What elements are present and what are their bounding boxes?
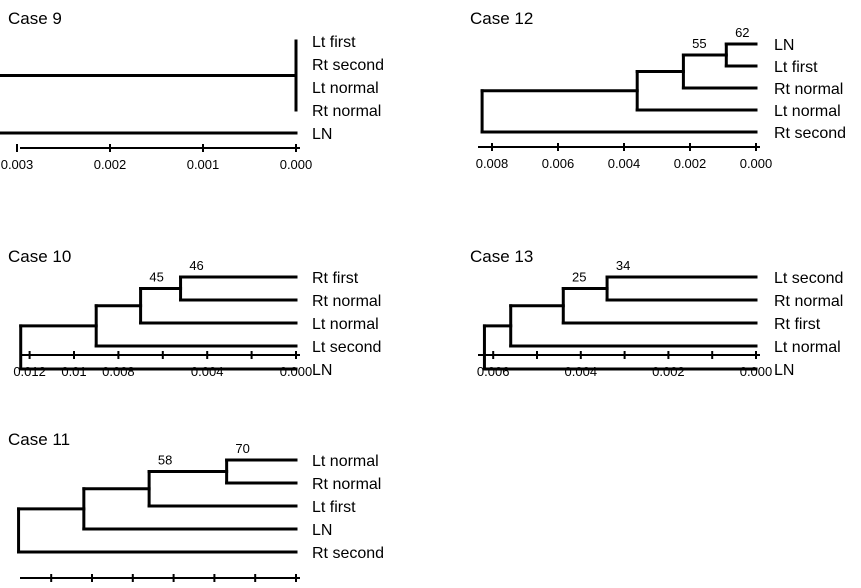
tick-label: 0.000 [740, 156, 773, 171]
leaf-label: Lt normal [774, 339, 841, 356]
panel-title: Case 10 [8, 247, 71, 266]
bootstrap-value: 58 [158, 453, 172, 468]
leaf-label: LN [774, 362, 794, 379]
leaf-label: Rt first [312, 270, 359, 287]
leaf-label: Rt normal [312, 293, 381, 310]
tick-label: 0.000 [280, 157, 313, 172]
leaf-label: LN [774, 37, 794, 54]
tick-label: 0.01 [61, 364, 86, 379]
bootstrap-value: 70 [235, 441, 249, 456]
leaf-label: Lt first [312, 499, 356, 516]
tick-label: 0.000 [280, 364, 313, 379]
tick-label: 0.002 [674, 156, 707, 171]
leaf-label: Rt second [312, 57, 384, 74]
panel-title: Case 9 [8, 9, 62, 28]
bootstrap-value: 62 [735, 25, 749, 40]
leaf-label: Lt normal [774, 103, 841, 120]
leaf-label: Lt first [774, 59, 818, 76]
tick-label: 0.004 [565, 364, 598, 379]
leaf-label: Lt second [774, 270, 843, 287]
leaf-label: LN [312, 522, 332, 539]
bootstrap-value: 34 [616, 258, 630, 273]
leaf-label: Rt normal [774, 81, 843, 98]
panel-title: Case 12 [470, 9, 533, 28]
panel-title: Case 11 [8, 430, 70, 449]
leaf-label: Rt second [312, 545, 384, 562]
tick-label: 0.006 [477, 364, 510, 379]
bootstrap-value: 46 [189, 258, 203, 273]
leaf-label: Rt second [774, 125, 846, 142]
leaf-label: Rt first [774, 316, 821, 333]
leaf-label: Rt normal [774, 293, 843, 310]
tick-label: 0.002 [94, 157, 127, 172]
leaf-label: Rt normal [312, 103, 381, 120]
bootstrap-value: 45 [149, 270, 163, 285]
leaf-label: Lt normal [312, 316, 379, 333]
tick-label: 0.002 [652, 364, 685, 379]
bootstrap-value: 55 [692, 36, 706, 51]
leaf-label: Lt normal [312, 80, 379, 97]
tick-label: 0.004 [608, 156, 641, 171]
tick-label: 0.008 [102, 364, 135, 379]
leaf-label: LN [312, 126, 332, 143]
tick-label: 0.001 [187, 157, 220, 172]
tick-label: 0.000 [740, 364, 773, 379]
tick-label: 0.006 [542, 156, 575, 171]
leaf-label: Lt normal [312, 453, 379, 470]
leaf-label: Rt normal [312, 476, 381, 493]
tick-label: 0.012 [13, 364, 46, 379]
panel-title: Case 13 [470, 247, 533, 266]
tick-label: 0.008 [476, 156, 509, 171]
tick-label: 0.004 [191, 364, 224, 379]
leaf-label: Lt first [312, 34, 356, 51]
bootstrap-value: 25 [572, 270, 586, 285]
leaf-label: Lt second [312, 339, 381, 356]
tick-label: 0.003 [1, 157, 34, 172]
leaf-label: LN [312, 362, 332, 379]
